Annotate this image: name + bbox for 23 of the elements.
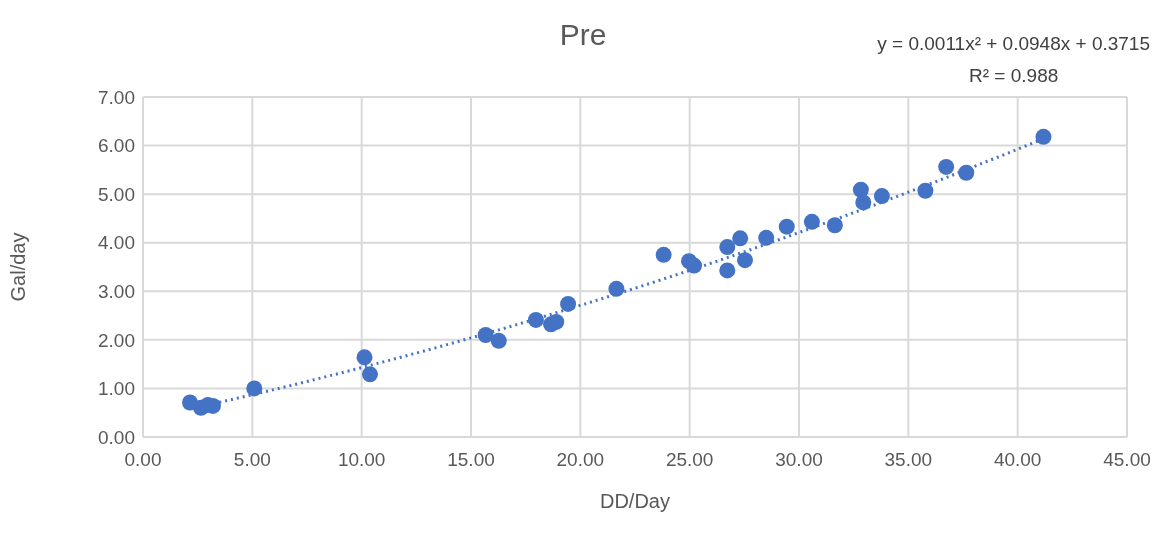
y-axis-title: Gal/day xyxy=(7,232,30,302)
y-tick-label: 2.00 xyxy=(98,329,135,351)
x-tick-label: 10.00 xyxy=(337,449,386,471)
y-tick-label: 1.00 xyxy=(98,378,135,400)
x-tick-label: 15.00 xyxy=(447,449,495,471)
y-tick-label: 0.00 xyxy=(98,426,135,448)
x-axis-title: DD/Day xyxy=(599,490,671,512)
text: R² = 0.988 xyxy=(968,64,1060,88)
x-tick-label: 35.00 xyxy=(884,449,933,471)
x-tick-label: 40.00 xyxy=(993,449,1042,471)
chart-title: Pre xyxy=(559,18,607,51)
x-tick-label: 20.00 xyxy=(556,449,605,471)
y-tick-label: 7.00 xyxy=(98,86,135,108)
x-tick-label: 5.00 xyxy=(233,449,271,471)
x-tick-label: 45.00 xyxy=(1103,449,1151,471)
text: y = 0.0011x² + 0.0948x + 0.3715 xyxy=(877,32,1150,56)
y-tick-label: 3.00 xyxy=(98,281,135,303)
y-tick-label: 6.00 xyxy=(98,135,135,157)
x-tick-label: 25.00 xyxy=(665,449,714,471)
x-tick-label: 0.00 xyxy=(124,449,162,471)
x-tick-label: 30.00 xyxy=(775,449,823,471)
y-tick-label: 4.00 xyxy=(98,232,135,254)
y-tick-label: 5.00 xyxy=(98,183,135,205)
